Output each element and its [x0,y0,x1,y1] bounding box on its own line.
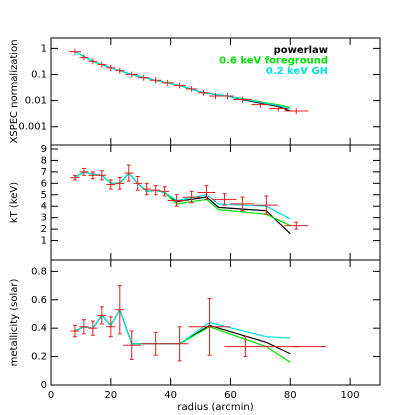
y-tick-label: 3 [41,213,47,224]
y-tick-label: 0 [41,380,47,391]
y-tick-label: 9 [41,144,47,155]
y-axis-label: XSPEC normalization [9,39,20,143]
y-tick-label: 2 [41,224,47,235]
panel-frame [50,259,381,386]
panel-frame [50,144,381,261]
x-axis-label: radius (arcmin) [177,402,253,413]
y-tick-label: 0.001 [18,122,47,133]
y-tick-label: 0.8 [31,266,47,277]
legend-entry: powerlaw [274,45,328,56]
x-tick-label: 100 [341,390,360,401]
y-tick-label: 0.6 [31,295,47,306]
x-tick-label: 20 [104,390,117,401]
y-axis-label: metallicity (solar) [9,279,20,367]
y-tick-label: 0.1 [31,70,47,81]
y-tick-label: 5 [41,190,47,201]
y-tick-label: 7 [41,167,47,178]
legend-entry: 0.6 keV foreground [219,56,328,67]
legend-entry: 0.2 keV GH [266,66,328,77]
y-tick-label: 6 [41,178,47,189]
y-axis-label: kT (keV) [9,182,20,223]
y-tick-label: 4 [41,201,47,212]
x-tick-label: 40 [164,390,177,401]
y-tick-label: 8 [41,155,47,166]
y-tick-label: 1 [41,43,47,54]
x-tick-label: 0 [48,390,54,401]
y-tick-label: 0.4 [31,323,47,334]
y-tick-label: 0.01 [25,96,47,107]
y-tick-label: 0.2 [31,352,47,363]
model-line [74,308,291,363]
y-tick-label: 1 [41,236,47,247]
x-tick-label: 60 [224,390,237,401]
model-line [74,171,291,220]
x-tick-label: 80 [284,390,297,401]
panel-frame [50,37,381,146]
